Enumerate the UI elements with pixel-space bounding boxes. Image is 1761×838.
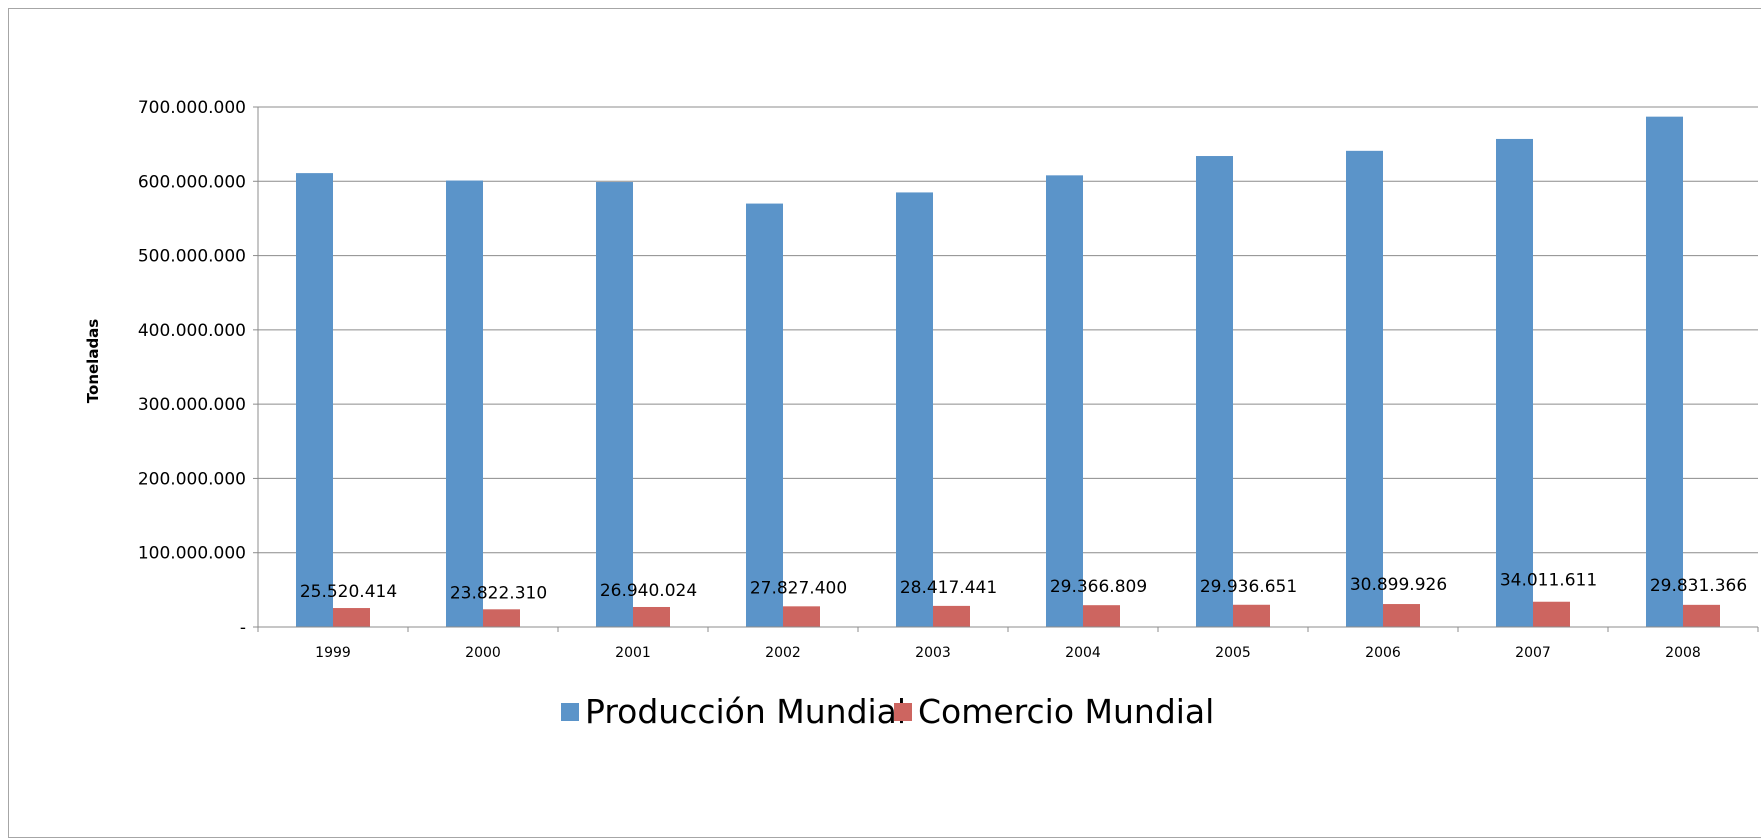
bar-produccion [296,173,333,627]
x-tick-label: 2003 [915,645,951,661]
x-tick-label: 2001 [615,645,651,661]
x-tick-label: 2008 [1665,645,1701,661]
bar-produccion [1646,116,1683,628]
bar-comercio [1683,604,1720,627]
x-tick-label: 2007 [1515,645,1551,661]
bars [296,116,1720,628]
bar-produccion [1346,150,1383,628]
bar-produccion [896,192,933,627]
bar-comercio [633,606,670,627]
bar-produccion [596,182,633,627]
x-tick-label: 2004 [1065,645,1101,661]
x-tick-label: 2000 [465,645,501,661]
bar-produccion [1046,175,1083,628]
data-labels: 25.520.414 23.822.310 26.940.024 27.827.400… [300,571,1747,604]
legend-label-comercio: Comercio Mundial [918,692,1214,731]
bar-comercio [933,605,970,627]
y-tick-label: 600.000.000 [138,172,246,192]
data-label-comercio: 28.417.441 [900,578,997,598]
x-tick-label: 2005 [1215,645,1251,661]
bar-comercio [783,606,820,627]
y-tick-label: - [240,618,246,638]
bar-comercio [1383,604,1420,627]
y-tick-label: 500.000.000 [138,247,246,267]
bar-produccion [746,203,783,628]
data-label-comercio: 27.827.400 [750,578,847,598]
y-axis-label: Toneladas [84,319,102,404]
data-label-comercio: 30.899.926 [1350,575,1447,595]
gridlines [258,106,1758,554]
bar-produccion [1496,138,1533,627]
legend-swatch-comercio [894,703,912,721]
y-axis-ticks: - 100.000.000 200.000.000 300.000.000 400.00… [138,98,258,638]
data-label-comercio: 29.831.366 [1650,576,1747,596]
data-label-comercio: 26.940.024 [600,581,697,601]
data-label-comercio: 25.520.414 [300,582,397,602]
y-tick-label: 700.000.000 [138,98,246,118]
bar-produccion [446,180,483,628]
y-tick-label: 200.000.000 [138,469,246,489]
bar-comercio [333,608,370,627]
y-tick-label: 400.000.000 [138,321,246,341]
y-tick-label: 100.000.000 [138,544,246,564]
bar-comercio [483,609,520,627]
x-axis-ticks: 1999 2000 2001 2002 2003 2004 2005 2006 2007 2008 [257,627,1759,661]
x-tick-label: 2006 [1365,645,1401,661]
bar-comercio [1533,601,1570,627]
x-tick-label: 1999 [315,645,351,661]
x-tick-label: 2002 [765,645,801,661]
data-label-comercio: 29.936.651 [1200,577,1297,597]
legend-swatch-produccion [561,703,579,721]
data-label-comercio: 34.011.611 [1500,571,1597,591]
data-label-comercio: 23.822.310 [450,583,547,603]
bar-comercio [1233,604,1270,627]
legend: Producción Mundial Comercio Mundial [561,692,1214,731]
bar-comercio [1083,605,1120,627]
legend-label-produccion: Producción Mundial [585,692,906,731]
bar-produccion [1196,156,1233,627]
y-tick-label: 300.000.000 [138,395,246,415]
data-label-comercio: 29.366.809 [1050,577,1147,597]
